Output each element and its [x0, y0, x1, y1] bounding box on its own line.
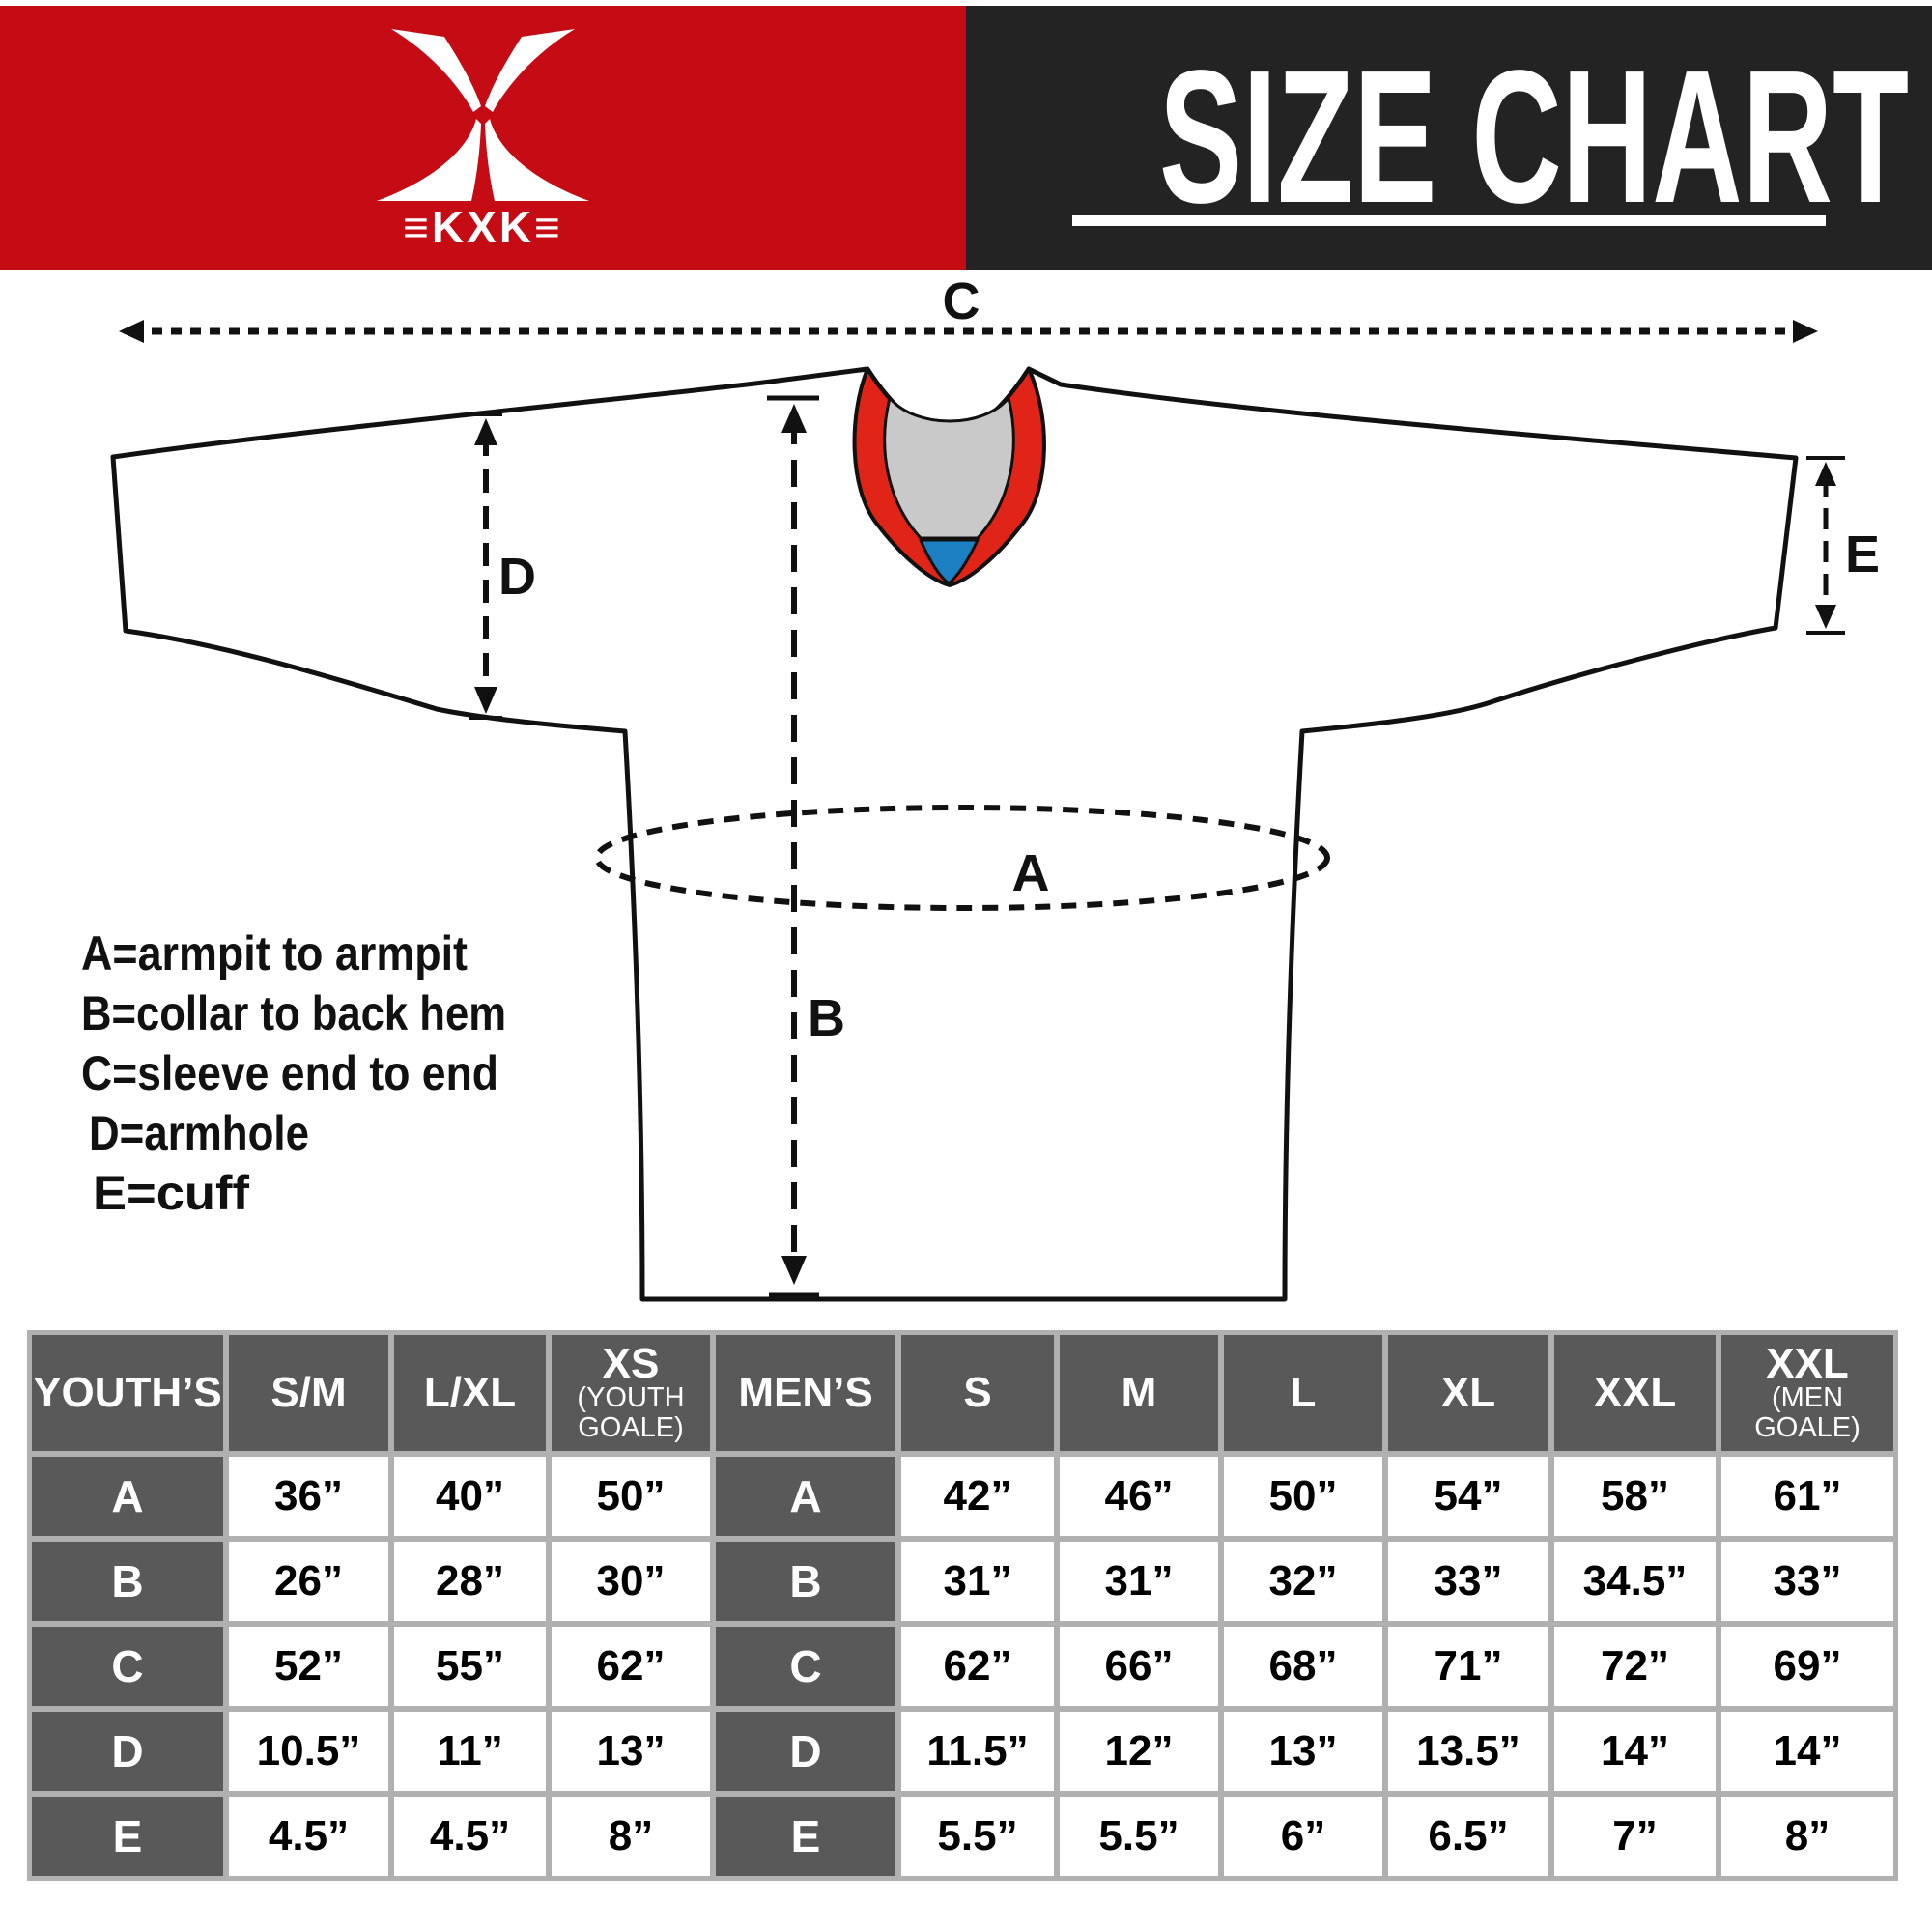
table-cell: 8”: [1721, 1797, 1893, 1876]
table-cell: 33”: [1721, 1542, 1893, 1621]
measure-arrow-d: [469, 412, 502, 720]
size-table: YOUTH’S S/M L/XL XS (YOUTH GOALE) MEN’S …: [27, 1330, 1898, 1881]
table-header-men-m: M: [1060, 1335, 1218, 1451]
table-cell: 62”: [901, 1627, 1054, 1706]
table-cell: 58”: [1554, 1457, 1716, 1536]
table-cell: 8”: [552, 1797, 710, 1876]
table-cell: 50”: [552, 1457, 710, 1536]
measure-arrow-c: [119, 320, 1818, 343]
table-cell: 71”: [1388, 1627, 1548, 1706]
table-cell: 66”: [1060, 1627, 1218, 1706]
table-cell: 7”: [1554, 1797, 1716, 1876]
table-cell: 10.5”: [229, 1712, 388, 1791]
row-label-youth-c: C: [32, 1627, 223, 1706]
table-cell: 54”: [1388, 1457, 1548, 1536]
table-cell: 40”: [394, 1457, 546, 1536]
measure-label-d: D: [498, 548, 536, 606]
row-label-men-a: A: [716, 1457, 895, 1536]
table-cell: 28”: [394, 1542, 546, 1621]
table-cell: 11.5”: [901, 1712, 1054, 1791]
brand-logo: ≡KXK≡: [0, 6, 966, 270]
collar-blue-insert: [919, 538, 980, 585]
jersey-diagram: C D B A E: [81, 272, 1880, 1302]
table-cell: 31”: [901, 1542, 1054, 1621]
table-cell: 34.5”: [1554, 1542, 1716, 1621]
table-header-men-xxl-goalie: XXL (MEN GOALE): [1721, 1335, 1893, 1451]
table-cell: 32”: [1224, 1542, 1382, 1621]
table-cell: 12”: [1060, 1712, 1218, 1791]
measure-label-c: C: [943, 272, 980, 330]
title-underline: [1072, 215, 1826, 226]
table-cell: 46”: [1060, 1457, 1218, 1536]
measure-arrow-e: [1806, 456, 1845, 635]
table-cell: 50”: [1224, 1457, 1382, 1536]
kxk-x-logo-icon: [377, 29, 589, 201]
table-header-youth-xs-goalie: XS (YOUTH GOALE): [552, 1335, 710, 1451]
measure-arrow-b: [767, 395, 819, 1297]
table-header-youths: YOUTH’S: [32, 1335, 223, 1451]
measure-ellipse-a: [594, 805, 1330, 911]
table-cell: 42”: [901, 1457, 1054, 1536]
table-cell: 6”: [1224, 1797, 1382, 1876]
row-label-men-c: C: [716, 1627, 895, 1706]
measure-label-b: B: [808, 989, 845, 1047]
table-cell: 13”: [552, 1712, 710, 1791]
table-header-men-l: L: [1224, 1335, 1382, 1451]
legend-line-c: C=sleeve end to end: [81, 1046, 498, 1100]
page-title: SIZE CHART: [1158, 31, 1910, 242]
measure-legend: A=armpit to armpit B=collar to back hem …: [81, 926, 506, 1220]
row-label-youth-a: A: [32, 1457, 223, 1536]
table-cell: 13.5”: [1388, 1712, 1548, 1791]
table-cell: 55”: [394, 1627, 546, 1706]
table-cell: 30”: [552, 1542, 710, 1621]
brand-header: ≡KXK≡: [0, 6, 966, 270]
row-label-men-e: E: [716, 1797, 895, 1876]
legend-line-a: A=armpit to armpit: [81, 926, 468, 980]
row-label-youth-d: D: [32, 1712, 223, 1791]
table-cell: 62”: [552, 1627, 710, 1706]
table-header-mens: MEN’S: [716, 1335, 895, 1451]
brand-logo-text: ≡KXK≡: [403, 202, 563, 252]
table-cell: 68”: [1224, 1627, 1382, 1706]
legend-line-e: E=cuff: [93, 1166, 249, 1220]
row-label-men-b: B: [716, 1542, 895, 1621]
table-cell: 69”: [1721, 1627, 1893, 1706]
table-cell: 52”: [229, 1627, 388, 1706]
measure-label-e: E: [1845, 526, 1880, 583]
table-header-men-s: S: [901, 1335, 1054, 1451]
measure-label-a: A: [1012, 844, 1050, 902]
table-cell: 31”: [1060, 1542, 1218, 1621]
title-banner: SIZE CHART: [966, 6, 1932, 270]
table-cell: 5.5”: [901, 1797, 1054, 1876]
table-cell: 5.5”: [1060, 1797, 1218, 1876]
table-cell: 11”: [394, 1712, 546, 1791]
legend-line-d: D=armhole: [89, 1106, 309, 1160]
row-label-men-d: D: [716, 1712, 895, 1791]
table-cell: 14”: [1721, 1712, 1893, 1791]
collar-inner-panel: [883, 396, 1015, 540]
table-header-youth-lxl: L/XL: [394, 1335, 546, 1451]
table-cell: 26”: [229, 1542, 388, 1621]
table-cell: 36”: [229, 1457, 388, 1536]
table-header-men-xl: XL: [1388, 1335, 1548, 1451]
table-cell: 4.5”: [229, 1797, 388, 1876]
table-cell: 14”: [1554, 1712, 1716, 1791]
table-header-youth-sm: S/M: [229, 1335, 388, 1451]
table-cell: 4.5”: [394, 1797, 546, 1876]
row-label-youth-e: E: [32, 1797, 223, 1876]
table-cell: 6.5”: [1388, 1797, 1548, 1876]
table-cell: 13”: [1224, 1712, 1382, 1791]
table-cell: 61”: [1721, 1457, 1893, 1536]
row-label-youth-b: B: [32, 1542, 223, 1621]
table-header-men-xxl: XXL: [1554, 1335, 1716, 1451]
table-cell: 33”: [1388, 1542, 1548, 1621]
legend-line-b: B=collar to back hem: [81, 986, 506, 1040]
table-cell: 72”: [1554, 1627, 1716, 1706]
